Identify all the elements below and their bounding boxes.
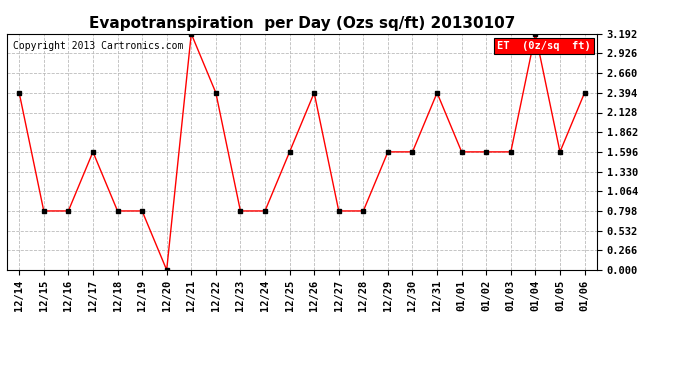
Text: ET  (0z/sq  ft): ET (0z/sq ft) [497, 41, 591, 51]
Text: Copyright 2013 Cartronics.com: Copyright 2013 Cartronics.com [13, 41, 183, 51]
Title: Evapotranspiration  per Day (Ozs sq/ft) 20130107: Evapotranspiration per Day (Ozs sq/ft) 2… [89, 16, 515, 31]
